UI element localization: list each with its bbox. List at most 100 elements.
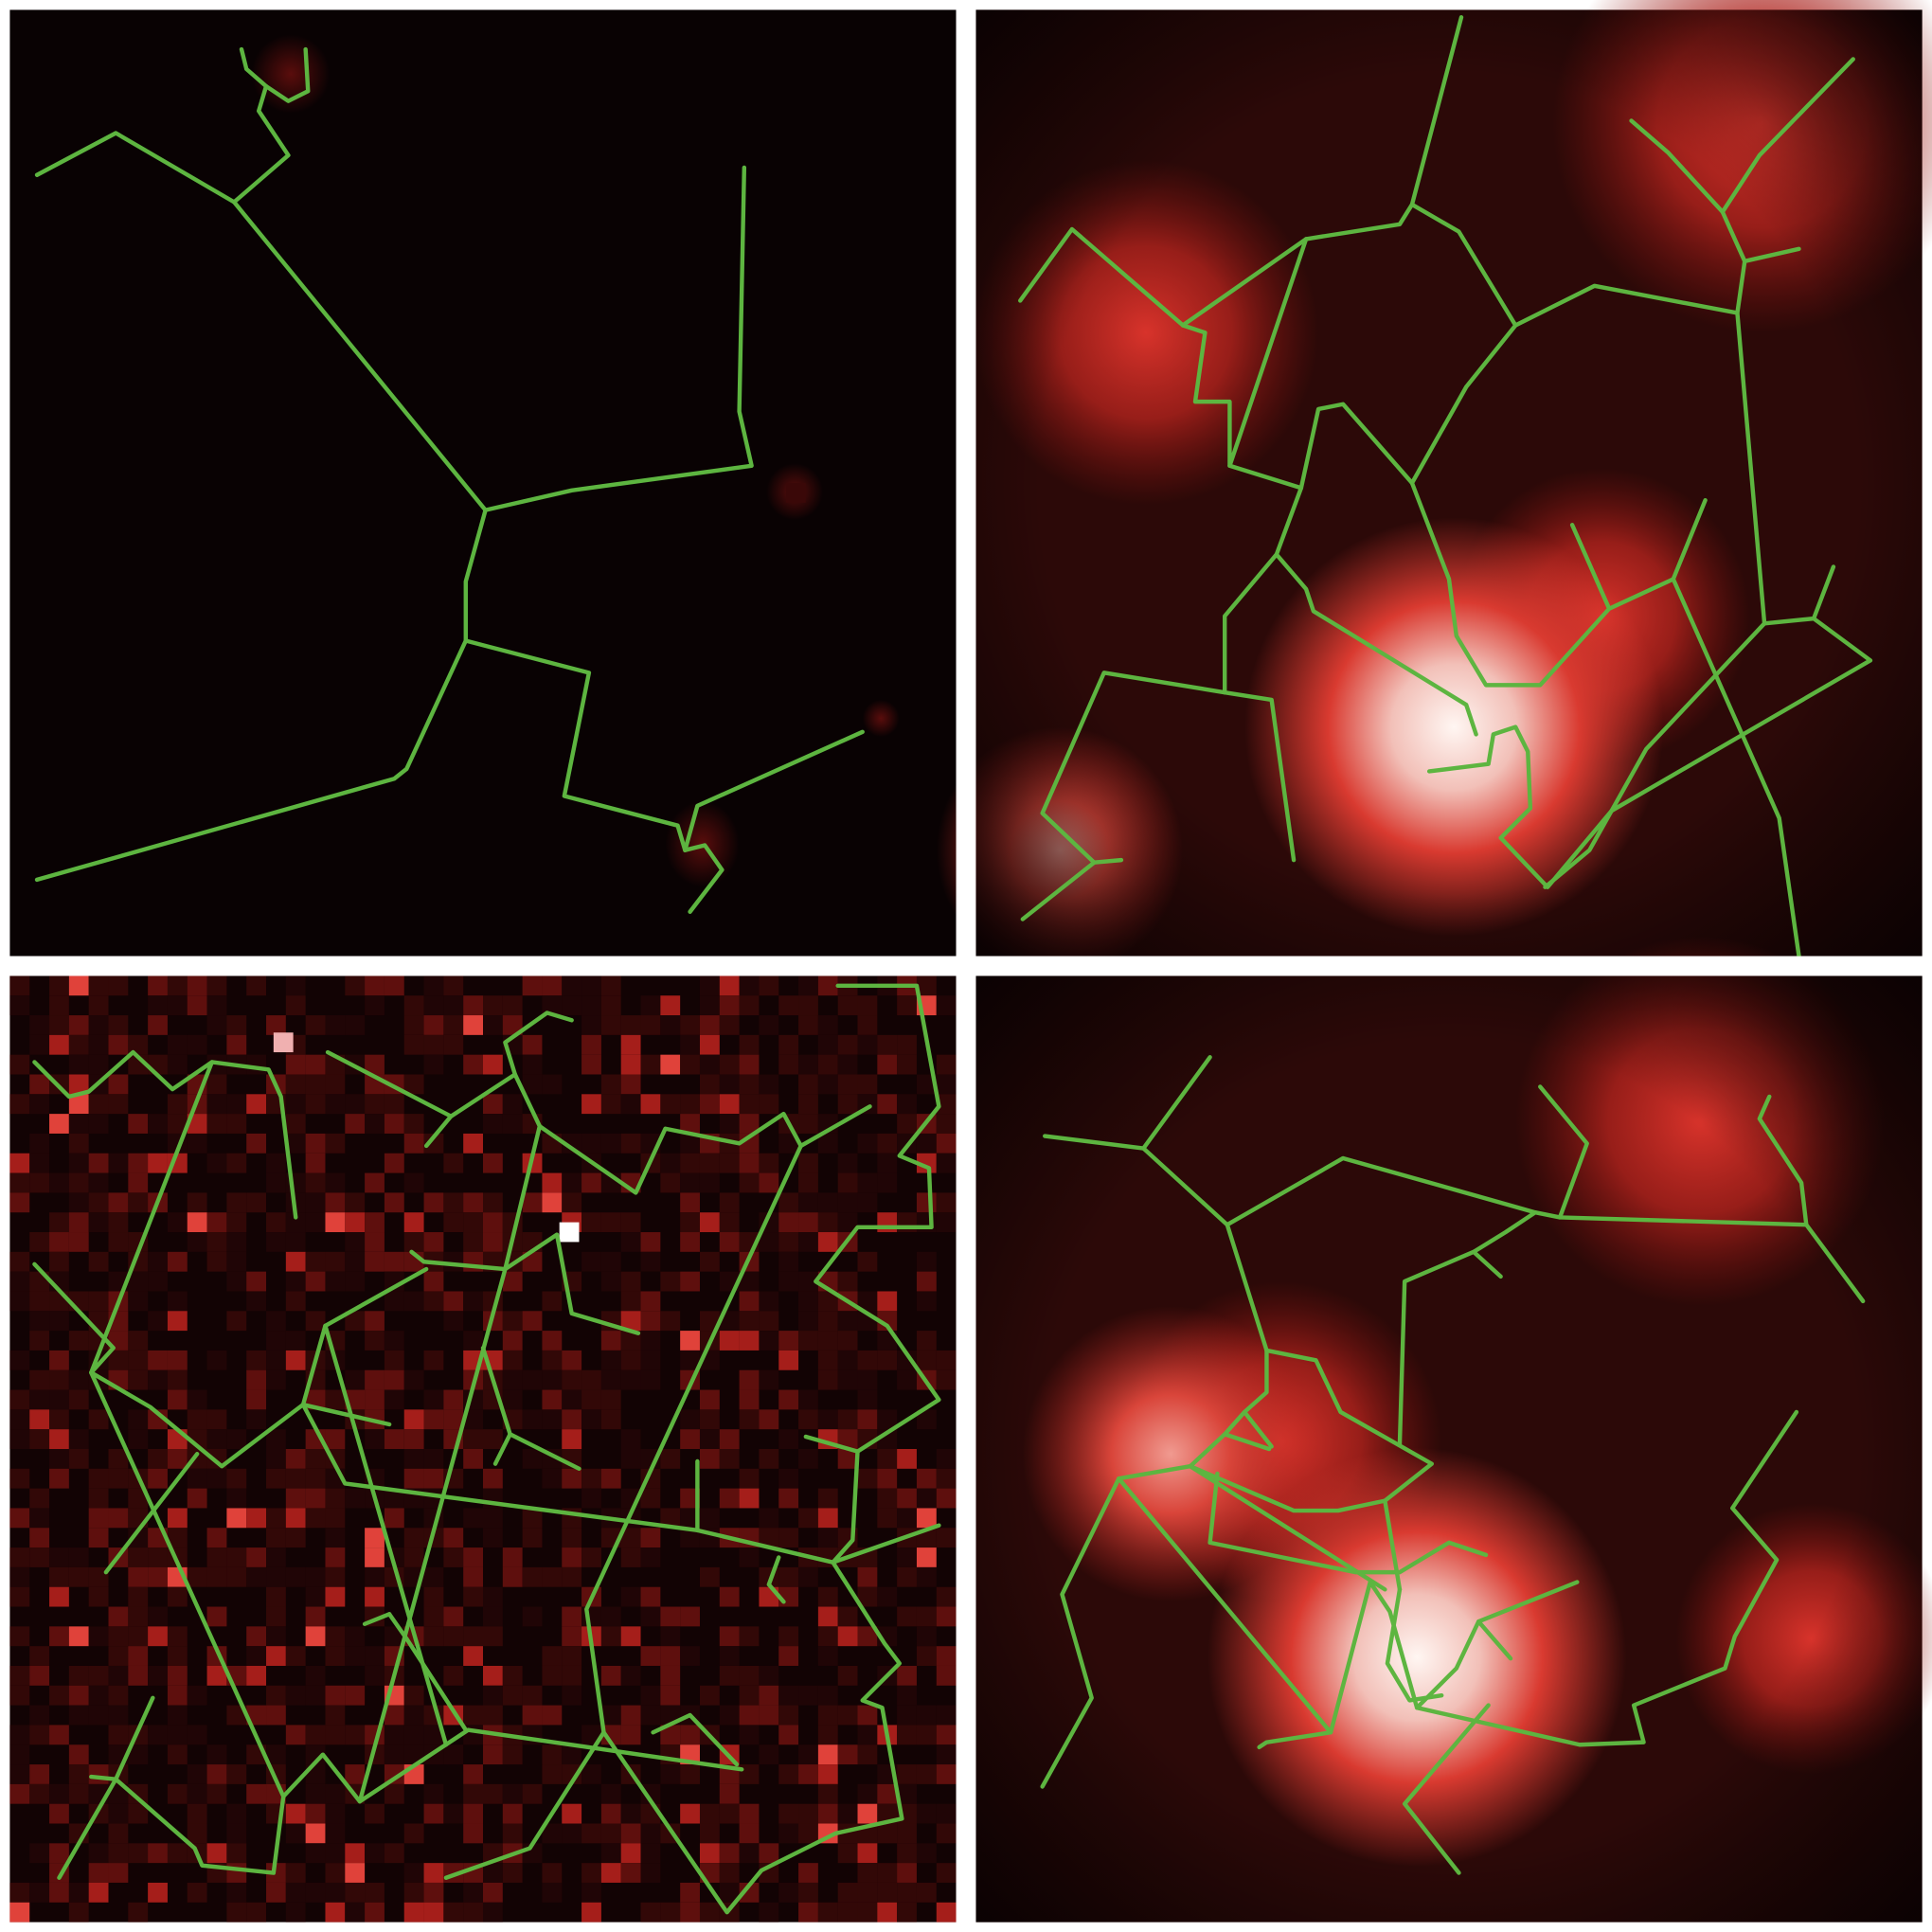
noise-cell <box>877 1783 898 1804</box>
noise-cell <box>759 1331 779 1351</box>
noise-cell <box>936 1133 957 1154</box>
noise-cell <box>88 1114 109 1134</box>
noise-cell <box>877 1863 898 1883</box>
noise-cell <box>522 975 543 996</box>
noise-cell <box>798 1153 818 1173</box>
noise-cell <box>384 1508 404 1529</box>
noise-cell <box>345 1902 366 1923</box>
noise-cell <box>305 1212 326 1233</box>
noise-cell <box>798 1291 818 1312</box>
noise-cell <box>423 1232 444 1252</box>
noise-cell <box>877 1882 898 1903</box>
noise-cell <box>916 1153 937 1173</box>
noise-cell <box>581 1172 601 1193</box>
noise-cell <box>897 1783 917 1804</box>
noise-cell <box>226 1232 247 1252</box>
noise-cell <box>305 1803 326 1824</box>
noise-cell <box>778 1882 799 1903</box>
noise-cell <box>620 1665 641 1686</box>
noise-cell <box>542 1566 563 1587</box>
noise-cell <box>226 1863 247 1883</box>
noise-cell <box>285 1902 306 1923</box>
noise-cell <box>897 1764 917 1784</box>
noise-cell <box>325 1271 346 1292</box>
noise-cell <box>739 1172 760 1193</box>
noise-cell <box>837 1034 858 1055</box>
noise-cell <box>384 1251 404 1272</box>
noise-cell <box>88 1094 109 1115</box>
noise-cell <box>660 1508 681 1529</box>
noise-cell <box>522 1705 543 1726</box>
noise-cell <box>680 1429 700 1449</box>
noise-cell <box>365 1094 385 1115</box>
noise-cell <box>384 1705 404 1726</box>
noise-cell <box>562 1566 582 1587</box>
noise-cell <box>187 1192 207 1213</box>
noise-cell <box>345 1646 366 1666</box>
tree-branch <box>1414 1619 1513 1710</box>
noise-cell <box>226 1488 247 1509</box>
noise-cell <box>266 1212 286 1233</box>
noise-cell <box>443 1606 464 1627</box>
noise-cell <box>88 975 109 996</box>
noise-cell <box>128 1369 149 1390</box>
noise-cell <box>29 1725 50 1745</box>
noise-cell <box>443 1744 464 1765</box>
noise-cell <box>759 1172 779 1193</box>
noise-cell <box>857 1369 878 1390</box>
noise-cell <box>49 1783 69 1804</box>
noise-cell <box>49 1586 69 1607</box>
noise-cell <box>167 1725 188 1745</box>
noise-cell <box>88 995 109 1016</box>
noise-cell <box>798 1902 818 1923</box>
noise-cell <box>600 995 621 1016</box>
noise-cell <box>660 1685 681 1706</box>
noise-cell <box>798 1863 818 1883</box>
noise-cell <box>9 1626 30 1647</box>
noise-cell <box>581 1882 601 1903</box>
noise-cell <box>463 1882 483 1903</box>
noise-cell <box>68 1685 89 1706</box>
noise-cell <box>68 1369 89 1390</box>
noise-cell <box>562 1133 582 1154</box>
noise-cell <box>167 1665 188 1686</box>
noise-cell <box>857 1350 878 1370</box>
noise-cell <box>522 1074 543 1095</box>
noise-cell <box>384 1369 404 1390</box>
noise-cell <box>325 1626 346 1647</box>
noise-cell <box>542 1389 563 1410</box>
noise-cell <box>49 1114 69 1134</box>
noise-cell <box>620 1528 641 1548</box>
noise-cell <box>502 1369 523 1390</box>
noise-cell <box>719 1015 740 1035</box>
noise-cell <box>365 1843 385 1864</box>
noise-cell <box>600 1823 621 1844</box>
noise-cell <box>206 1114 227 1134</box>
noise-cell <box>542 995 563 1016</box>
noise-cell <box>798 1744 818 1765</box>
noise-cell <box>108 1783 129 1804</box>
noise-cell <box>206 1606 227 1627</box>
noise-cell <box>305 1172 326 1193</box>
tree-branch <box>89 1774 118 1781</box>
tree-branch <box>803 1434 860 1565</box>
noise-cell <box>108 1685 129 1706</box>
noise-cell <box>837 1331 858 1351</box>
noise-cell <box>423 1015 444 1035</box>
noise-cell <box>403 1468 424 1489</box>
noise-cell <box>483 1429 503 1449</box>
noise-cell <box>877 1586 898 1607</box>
noise-cell <box>167 995 188 1016</box>
noise-cell <box>798 1389 818 1410</box>
noise-cell <box>483 1468 503 1489</box>
noise-cell <box>246 1705 267 1726</box>
noise-cell <box>88 1251 109 1272</box>
noise-cell <box>266 1508 286 1529</box>
noise-cell <box>936 1074 957 1095</box>
tree-branch <box>1040 671 1227 865</box>
noise-cell <box>9 1902 30 1923</box>
noise-cell <box>817 1331 838 1351</box>
noise-cell <box>423 1054 444 1075</box>
noise-cell <box>600 1331 621 1351</box>
